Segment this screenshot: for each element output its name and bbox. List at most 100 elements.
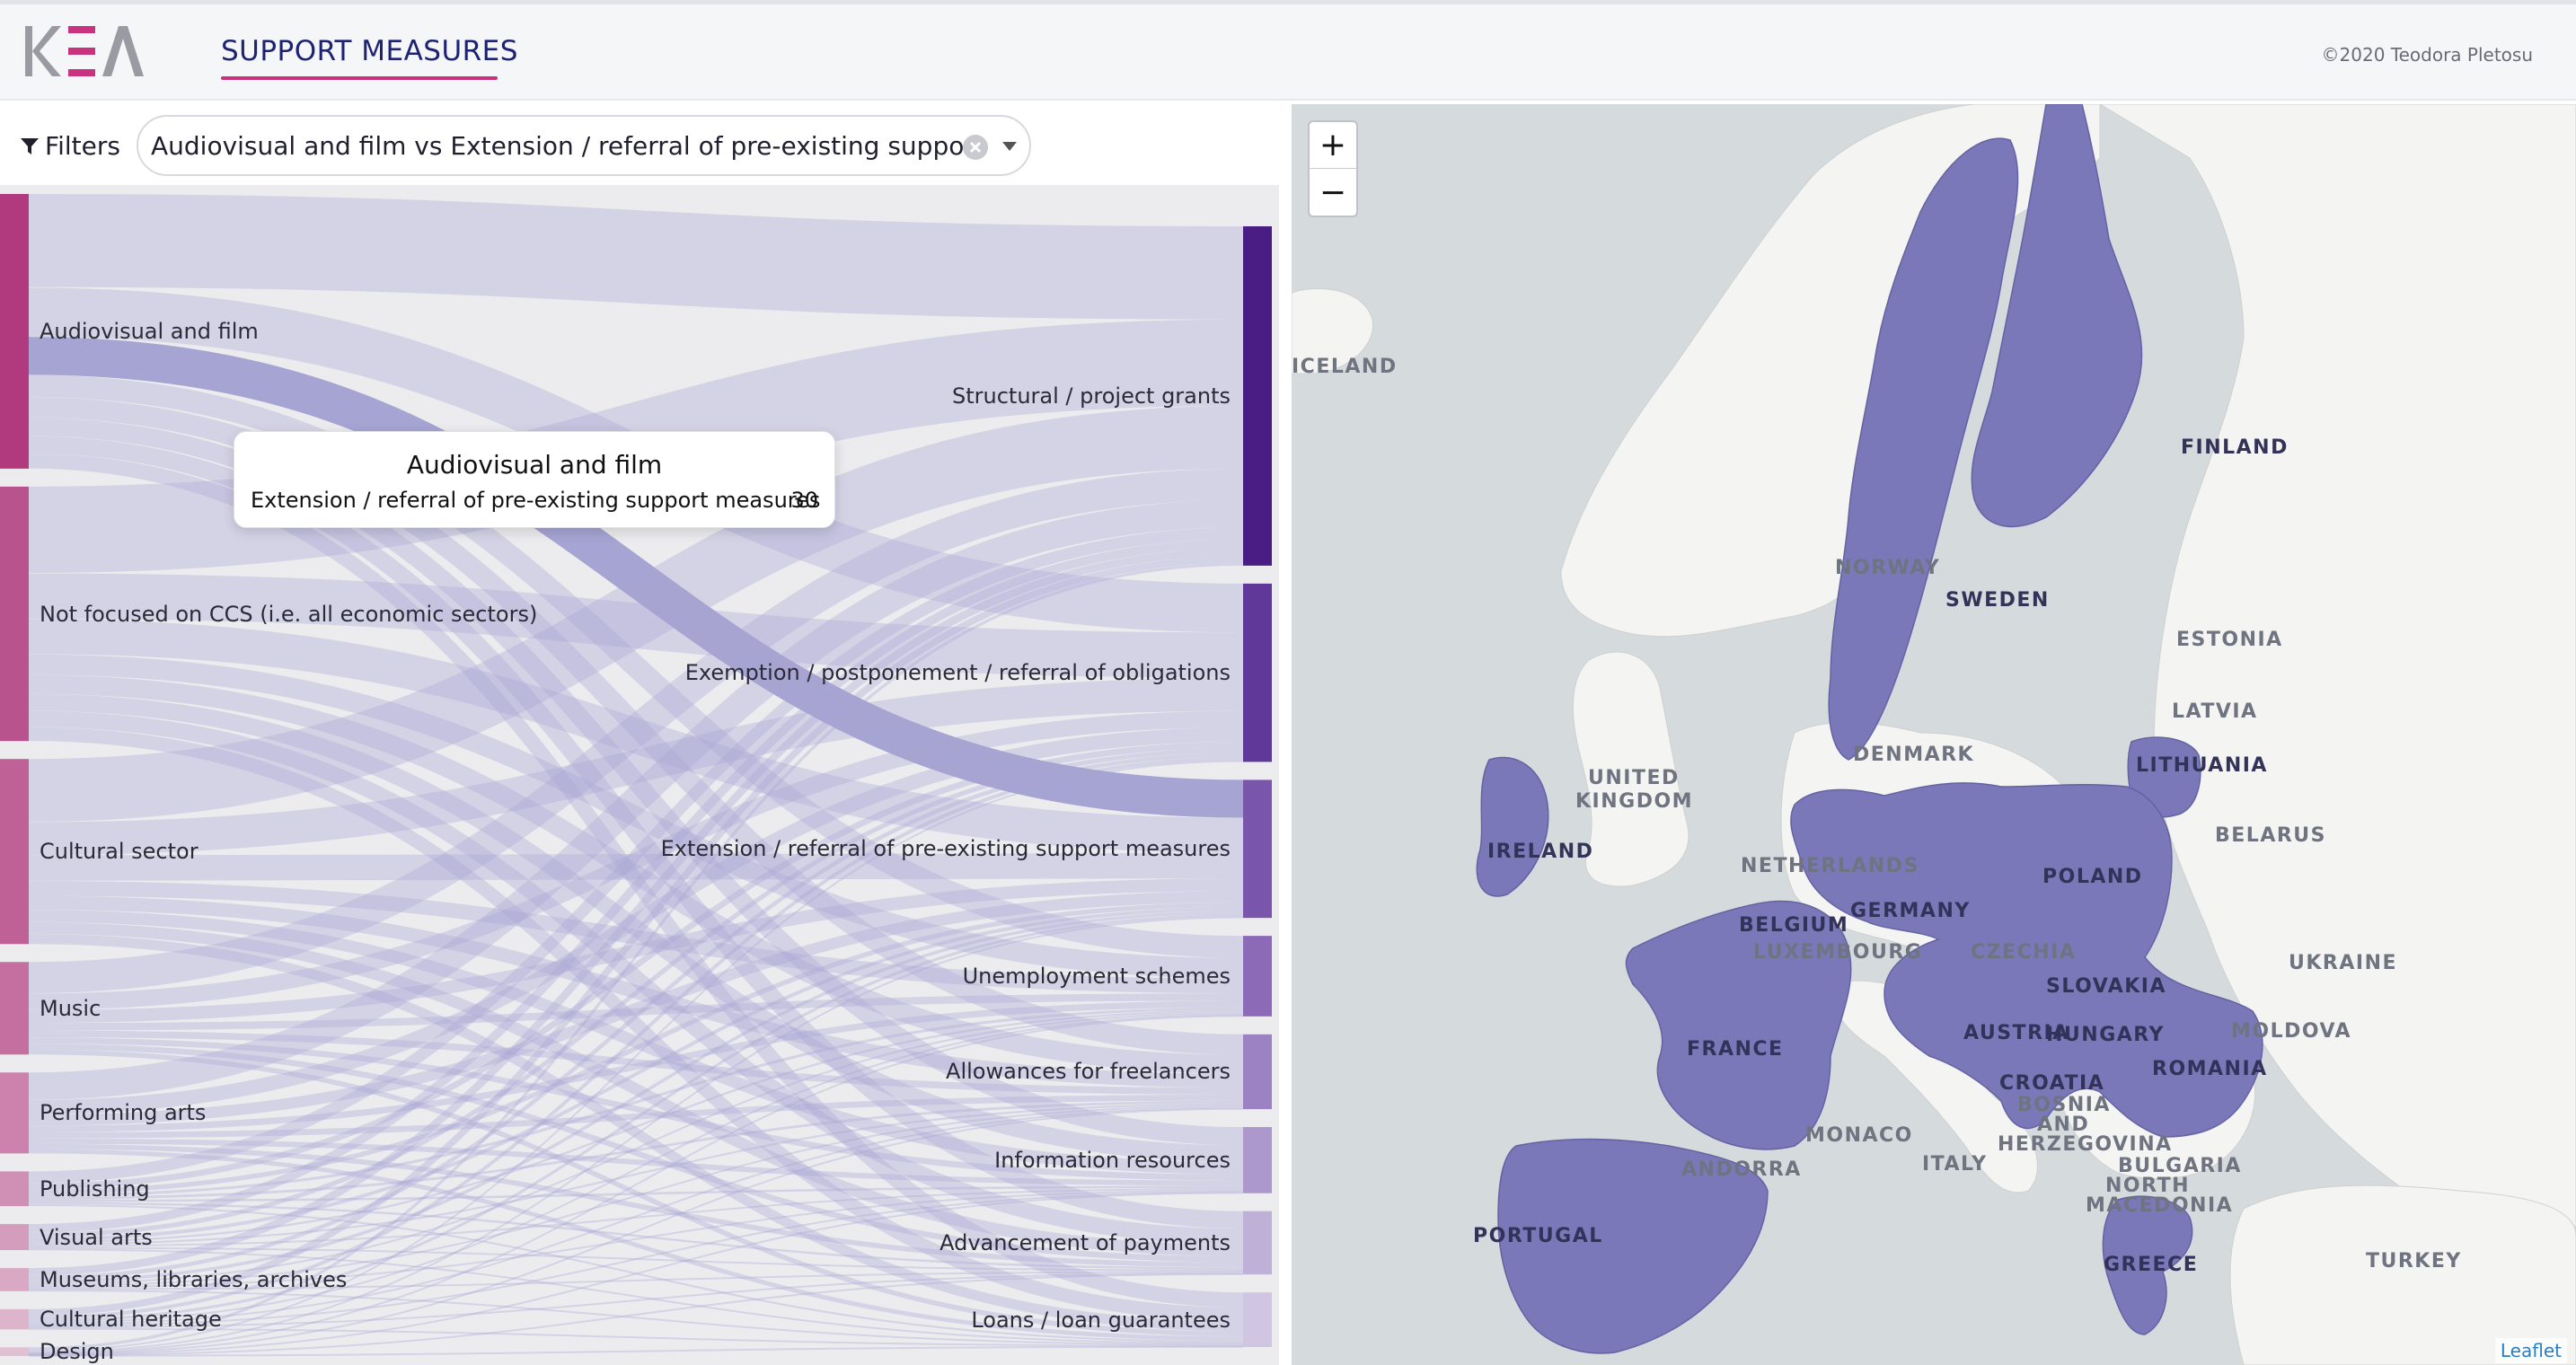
sankey-link[interactable] [28,1103,1244,1246]
sankey-link[interactable] [28,1094,1244,1139]
sankey-link[interactable] [28,619,1244,853]
sankey-source-node[interactable] [0,1224,29,1251]
leaflet-attribution-link[interactable]: Leaflet [2494,1338,2567,1363]
sankey-link[interactable] [28,1014,1244,1325]
sankey-link[interactable] [28,548,1244,1276]
sankey-link[interactable] [28,747,1244,1238]
sankey-link[interactable] [28,891,1244,1126]
sankey-target-node[interactable] [1243,1211,1272,1275]
sankey-source-node[interactable] [0,486,29,742]
sankey-link[interactable] [28,911,1244,1283]
sankey-link[interactable] [28,337,1244,818]
sankey-link[interactable] [28,1246,1244,1272]
sankey-link[interactable] [28,760,1244,1352]
zoom-out-button[interactable]: − [1319,174,1347,211]
sankey-link[interactable] [28,1273,1244,1357]
sankey-link[interactable] [28,374,1244,958]
europe-map[interactable]: + − ICELAND NORWAY FINLAND SWEDEN ESTONI… [1292,104,2576,1365]
sankey-link[interactable] [28,880,1244,994]
sankey-source-node[interactable] [0,1308,29,1330]
sankey-link[interactable] [28,710,1244,1245]
sankey-link[interactable] [28,902,1244,1194]
sankey-link[interactable] [28,674,1244,1074]
sankey-link[interactable] [28,1149,1244,1342]
sankey-link[interactable] [28,654,1244,979]
sankey-source-node[interactable] [0,1072,29,1154]
sankey-link[interactable] [28,1143,1244,1268]
sankey-link[interactable] [28,1037,1244,1181]
sankey-link[interactable] [28,194,1244,320]
clear-filter-icon[interactable] [963,135,988,160]
sankey-link[interactable] [28,573,1244,678]
sankey-link[interactable] [28,1327,1244,1347]
sankey-link[interactable] [28,910,1244,1175]
sankey-link[interactable] [28,742,1244,1190]
sankey-target-node[interactable] [1243,779,1272,919]
sankey-link[interactable] [28,1202,1244,1270]
sankey-link[interactable] [28,1009,1244,1244]
sankey-link[interactable] [28,1007,1244,1198]
sankey-target-node[interactable] [1243,226,1272,566]
sankey-link[interactable] [28,753,1244,1281]
sankey-link[interactable] [28,1012,1244,1286]
sankey-link[interactable] [28,1272,1244,1329]
sankey-link[interactable] [28,555,1244,1317]
sankey-link[interactable] [28,1185,1244,1202]
sankey-link[interactable] [28,710,1244,1010]
sankey-link[interactable] [28,1138,1244,1186]
sankey-source-node[interactable] [0,1347,29,1356]
sankey-link[interactable] [28,693,1244,1163]
sankey-link[interactable] [28,727,1244,1322]
map-svg[interactable] [1292,104,2576,1365]
sankey-link[interactable] [28,1030,1244,1095]
sankey-link[interactable] [28,921,1244,1256]
sankey-link[interactable] [28,916,1244,1354]
sankey-link[interactable] [28,878,1244,1024]
sankey-link[interactable] [28,1049,1244,1337]
sankey-target-node[interactable] [1243,1034,1272,1110]
sankey-link[interactable] [28,907,1244,1242]
sankey-link[interactable] [28,1107,1244,1355]
sankey-link[interactable] [28,913,1244,1323]
sankey-link[interactable] [28,1000,1244,1132]
sankey-link[interactable] [28,499,1244,1100]
sankey-link[interactable] [28,562,1244,1351]
sankey-link[interactable] [28,1044,1244,1263]
sankey-link[interactable] [28,1015,1244,1355]
sankey-target-node[interactable] [1243,1292,1272,1347]
sankey-link[interactable] [28,1189,1244,1289]
sankey-link[interactable] [28,933,1244,1332]
sankey-link[interactable] [28,727,1244,1115]
sankey-source-node[interactable] [0,1171,29,1207]
sankey-link[interactable] [28,677,1244,856]
sankey-target-node[interactable] [1243,583,1272,762]
sankey-link[interactable] [28,993,1244,1031]
sankey-link[interactable] [28,468,1244,994]
sankey-link[interactable] [28,1290,1244,1346]
sankey-link[interactable] [28,1106,1244,1326]
sankey-link[interactable] [28,527,1244,1184]
sankey-target-node[interactable] [1243,936,1272,1017]
sankey-link[interactable] [28,539,1244,1233]
sankey-link[interactable] [28,1187,1244,1247]
sankey-link[interactable] [28,1100,1244,1200]
sankey-source-node[interactable] [0,194,29,469]
sankey-link[interactable] [28,1105,1244,1288]
sankey-link[interactable] [28,1192,1244,1356]
sankey-link[interactable] [28,405,1244,823]
sankey-link[interactable] [28,895,1244,1088]
zoom-in-button[interactable]: + [1310,122,1356,169]
sankey-link[interactable] [28,1191,1244,1327]
chevron-down-icon[interactable] [1002,142,1017,151]
kea-logo[interactable] [25,24,144,78]
sankey-target-node[interactable] [1243,1127,1272,1193]
sankey-link[interactable] [28,1271,1244,1290]
sankey-source-node[interactable] [0,1268,29,1291]
sankey-link[interactable] [28,1203,1244,1343]
sankey-link[interactable] [28,1345,1244,1357]
nav-tab-support-measures[interactable]: SUPPORT MEASURES [221,35,518,67]
sankey-link[interactable] [28,852,1244,881]
sankey-source-node[interactable] [0,962,29,1055]
sankey-link[interactable] [28,756,1244,1320]
filter-dropdown[interactable]: Audiovisual and film vs Extension / refe… [137,115,1031,176]
